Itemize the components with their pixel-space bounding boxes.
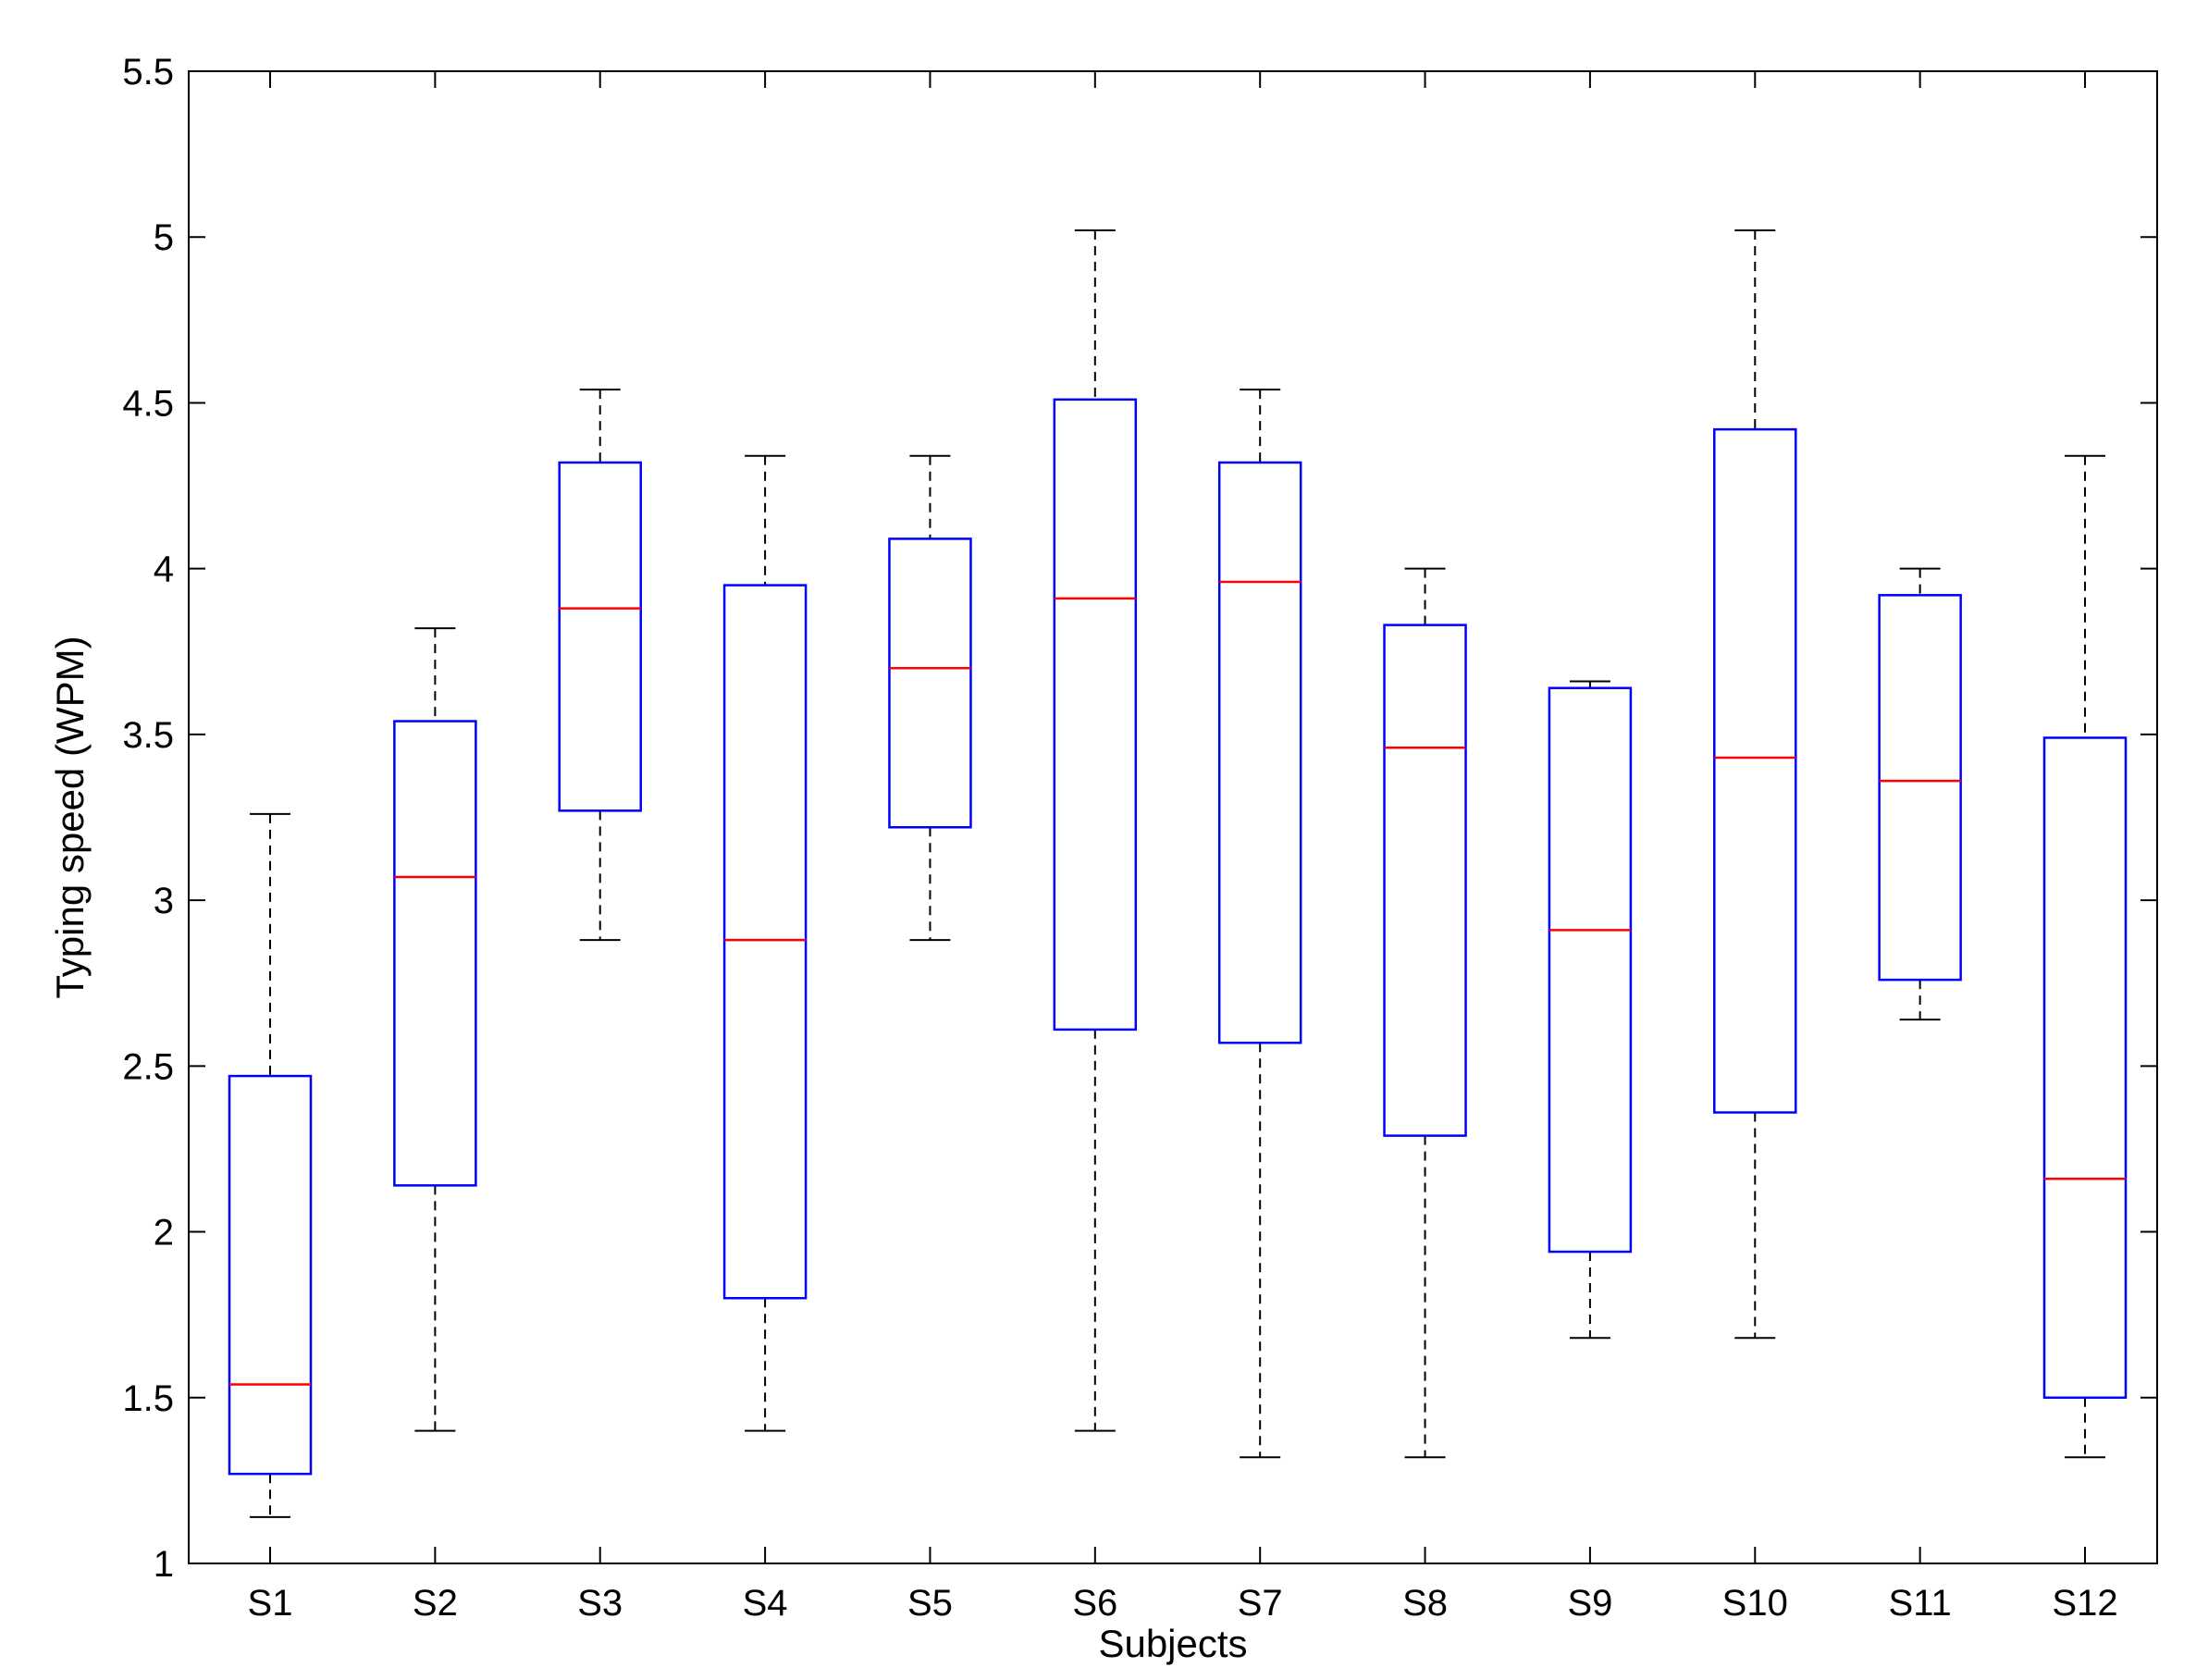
box-iqr <box>888 537 972 829</box>
box-s11 <box>1878 567 1962 1021</box>
x-tick-label: S1 <box>248 1583 293 1624</box>
box-iqr <box>1217 461 1302 1044</box>
x-tick-label: S3 <box>577 1583 623 1624</box>
box-iqr <box>228 1074 313 1476</box>
box-iqr <box>1053 398 1138 1031</box>
y-tick-label: 5 <box>154 217 174 258</box>
x-tick-label: S11 <box>1889 1583 1952 1624</box>
x-tick-label: S9 <box>1567 1583 1612 1624</box>
box-s7 <box>1217 389 1302 1459</box>
box-s2 <box>393 627 477 1432</box>
x-tick-label: S2 <box>413 1583 458 1624</box>
box-iqr <box>393 720 477 1187</box>
y-tick-label: 3 <box>154 881 174 921</box>
x-tick-label: S10 <box>1722 1583 1788 1624</box>
box-s9 <box>1548 680 1633 1340</box>
box-iqr <box>1548 686 1633 1254</box>
y-tick-label: 1 <box>154 1544 174 1585</box>
box-s8 <box>1383 567 1467 1459</box>
x-axis-label: Subjects <box>1098 1622 1247 1665</box>
axes-frame <box>188 70 2158 1564</box>
y-axis-ticks: 1 1.5 2 2.5 3 3.5 4 4.5 5 5.5 <box>122 52 2157 1585</box>
box-s1 <box>228 812 313 1518</box>
x-tick-label: S8 <box>1402 1583 1448 1624</box>
box-s4 <box>722 454 808 1432</box>
x-tick-label: S6 <box>1072 1583 1117 1624</box>
y-tick-label: 4 <box>154 550 174 590</box>
box-s6 <box>1053 229 1138 1432</box>
box-iqr <box>2042 736 2128 1400</box>
y-tick-label: 2 <box>154 1213 174 1254</box>
x-tick-label: S12 <box>2052 1583 2117 1624</box>
box-iqr <box>722 584 808 1300</box>
y-tick-label: 1.5 <box>122 1378 174 1419</box>
plot-area <box>188 70 2158 1564</box>
box-s12 <box>2042 454 2128 1459</box>
x-axis-ticks: S1 S2 S3 S4 S5 S6 S7 S8 S9 S10 S11 S12 <box>248 71 2118 1624</box>
y-axis-label: Typing speed (WPM) <box>48 636 92 998</box>
y-tick-label: 3.5 <box>122 715 174 756</box>
box-iqr <box>1383 624 1467 1137</box>
box-iqr <box>558 461 642 812</box>
x-tick-label: S5 <box>907 1583 953 1624</box>
x-tick-label: S4 <box>743 1583 788 1624</box>
box-iqr <box>1713 427 1797 1114</box>
y-tick-label: 2.5 <box>122 1046 174 1087</box>
box-iqr <box>1878 594 1962 982</box>
y-tick-label: 5.5 <box>122 52 174 93</box>
box-s3 <box>558 389 642 942</box>
box-s5 <box>888 454 972 942</box>
x-tick-label: S7 <box>1238 1583 1283 1624</box>
box-s10 <box>1713 229 1797 1340</box>
y-tick-label: 4.5 <box>122 383 174 424</box>
